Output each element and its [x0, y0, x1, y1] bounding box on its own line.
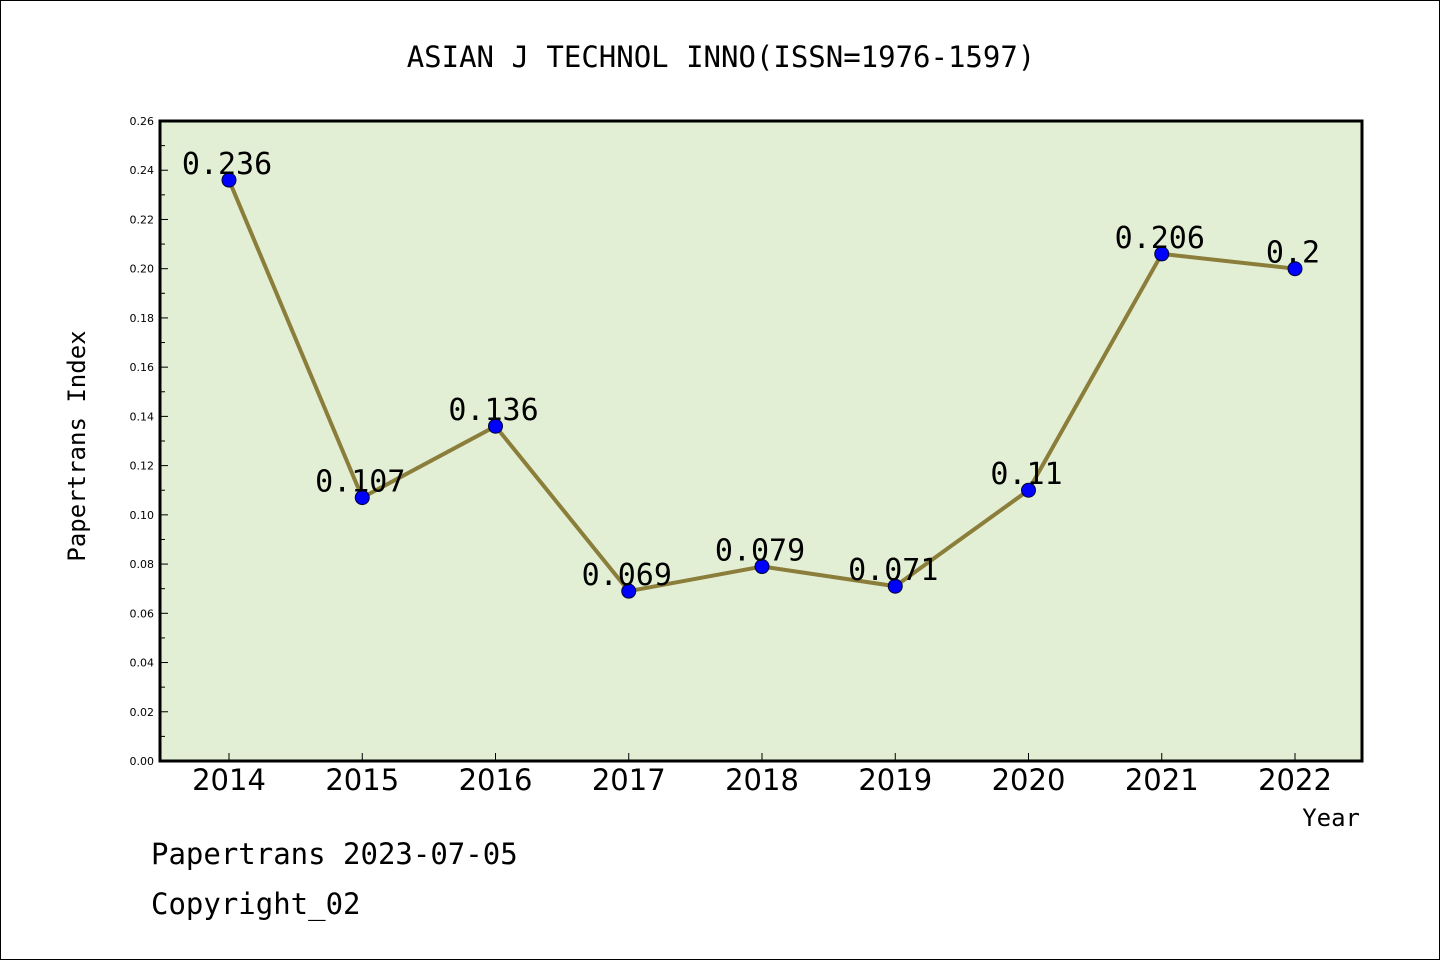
data-label: 0.107 [315, 465, 405, 500]
data-label: 0.236 [182, 147, 272, 182]
data-point [621, 583, 637, 599]
data-label: 0.071 [848, 553, 938, 588]
series-layer: 0.236 0.107 0.136 0.069 0.079 0.071 0.11 0.206 0… [182, 147, 1320, 599]
y-tick-label: 0.10 [130, 509, 155, 522]
footer-date: Papertrans 2023-07-05 [151, 837, 518, 871]
data-point [754, 559, 770, 575]
data-label: 0.079 [715, 534, 805, 569]
data-point [1287, 261, 1303, 277]
data-label: 0.136 [448, 393, 538, 428]
x-tick-label: 2015 [325, 763, 399, 797]
data-point [1154, 246, 1170, 262]
data-label: 0.11 [990, 457, 1062, 492]
chart-title: ASIAN J TECHNOL INNO(ISSN=1976-1597) [407, 40, 1036, 74]
data-point [1021, 482, 1036, 498]
y-tick-label: 0.00 [130, 755, 155, 768]
footer-copyright: Copyright_02 [151, 887, 361, 921]
y-tick-label: 0.22 [130, 213, 155, 226]
data-point [354, 490, 370, 506]
y-tick-label: 0.04 [130, 657, 155, 670]
x-tick-label: 2019 [858, 763, 932, 797]
y-tick-label: 0.02 [130, 706, 155, 719]
data-label: 0.206 [1115, 221, 1205, 256]
y-axis: 0.00 0.02 0.04 0.06 0.08 0.10 0.12 0.14 0.16 0.18… [130, 115, 168, 768]
y-tick-label: 0.18 [130, 312, 155, 325]
y-tick-label: 0.16 [130, 361, 155, 374]
y-tick-label: 0.06 [130, 607, 155, 620]
x-tick-label: 2016 [459, 763, 533, 797]
x-tick-label: 2020 [992, 763, 1066, 797]
x-axis-label: Year [1302, 804, 1360, 832]
data-label: 0.2 [1266, 236, 1320, 271]
y-tick-label: 0.12 [130, 460, 155, 473]
y-tick-label: 0.26 [130, 115, 155, 128]
y-tick-label: 0.08 [130, 558, 155, 571]
plot-area [158, 119, 1364, 763]
x-tick-label: 2017 [592, 763, 666, 797]
x-tick-label: 2018 [725, 763, 799, 797]
x-axis: 2014 2015 2016 2017 2018 2019 2020 2021 2022 [192, 753, 1332, 797]
x-tick-label: 2014 [192, 763, 266, 797]
data-label: 0.069 [582, 558, 672, 593]
y-axis-label: Papertrans Index [63, 330, 91, 561]
y-tick-label: 0.24 [130, 164, 155, 177]
data-point [488, 418, 503, 434]
y-tick-label: 0.20 [130, 263, 155, 276]
y-tick-label: 0.14 [130, 410, 155, 423]
data-point [221, 172, 237, 188]
x-tick-label: 2021 [1125, 763, 1199, 797]
x-tick-label: 2022 [1258, 763, 1332, 797]
data-point [887, 578, 903, 594]
